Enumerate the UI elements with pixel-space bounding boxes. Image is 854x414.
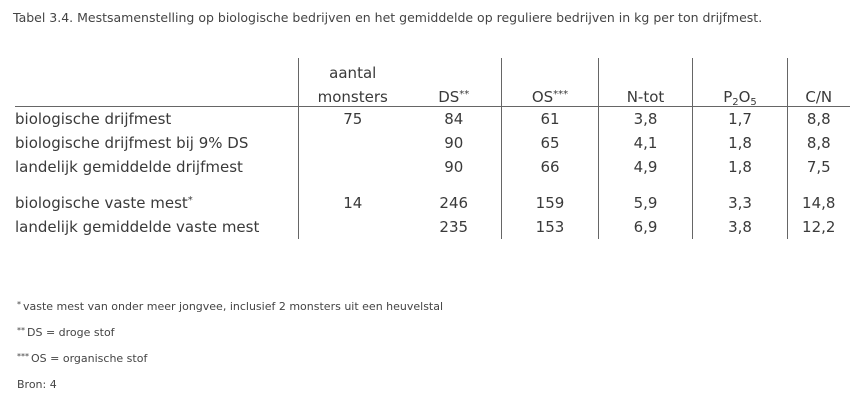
cell-ds: 90 <box>444 158 464 176</box>
cell-monsters: 14 <box>298 191 407 215</box>
header-empty-cell <box>15 58 299 82</box>
header-os-label: OS <box>531 88 554 106</box>
header-spacer <box>598 58 693 82</box>
cell-monsters: 75 <box>298 106 407 131</box>
cell-p2o5: 1,7 <box>692 106 788 131</box>
header-spacer <box>787 58 850 82</box>
row-label: biologische vaste mest* <box>15 191 299 215</box>
cell-p2o5: 1,8 <box>692 131 788 155</box>
header-aantal: aantal <box>298 58 407 82</box>
cell-p2o5: 1,8 <box>692 155 788 179</box>
cell-os: 61 <box>501 106 599 131</box>
header-p2o5-sub2: 2 <box>732 97 739 108</box>
cell-p2o5: 3,8 <box>692 215 788 239</box>
header-p2o5-sub5: 5 <box>750 97 757 108</box>
cell-ntot: 3,8 <box>598 106 693 131</box>
footnote-source: Bron: 4 <box>17 378 57 391</box>
row-label: landelijk gemiddelde vaste mest <box>15 218 260 236</box>
cell-cn: 12,2 <box>787 215 850 239</box>
header-ds: DS** <box>406 82 502 107</box>
cell-ds: 246 <box>439 194 469 212</box>
header-row-top: aantal <box>15 58 850 82</box>
cell-monsters <box>298 215 407 239</box>
header-row: monsters DS** OS*** N-tot P2O5 C/N <box>15 82 850 108</box>
cell-cn: 8,8 <box>787 106 850 131</box>
cell-p2o5: 3,3 <box>692 191 788 215</box>
header-ds-label: DS <box>438 88 460 106</box>
footnote-mark: *** <box>17 352 29 361</box>
header-ntot: N-tot <box>598 82 693 107</box>
cell-ntot: 4,9 <box>598 155 693 179</box>
row-gap <box>15 179 850 191</box>
cell-cn: 8,8 <box>787 131 850 155</box>
header-os: OS*** <box>501 82 599 107</box>
footnote-item: * vaste mest van onder meer jongvee, incl… <box>17 294 443 320</box>
row-label: biologische drijfmest bij 9% DS <box>15 134 249 152</box>
cell-cn: 7,5 <box>787 155 850 179</box>
table-caption: Tabel 3.4. Mestsamenstelling op biologis… <box>13 10 763 25</box>
cell-os: 65 <box>501 131 599 155</box>
manure-composition-table: aantal monsters DS** OS*** N-tot P2O5 C/… <box>15 58 850 239</box>
cell-cn: 14,8 <box>787 191 850 215</box>
cell-os: 66 <box>501 155 599 179</box>
footnote-item: *** OS = organische stof <box>17 346 443 372</box>
row-label: landelijk gemiddelde drijfmest <box>15 158 243 176</box>
header-p2o5-o: O <box>738 88 751 106</box>
cell-ntot: 5,9 <box>598 191 693 215</box>
cell-monsters <box>298 155 407 179</box>
footnotes: * vaste mest van onder meer jongvee, incl… <box>17 294 443 397</box>
header-monsters: monsters <box>298 82 407 107</box>
cell-ds: 84 <box>444 110 464 128</box>
cell-monsters <box>298 131 407 155</box>
header-os-mark: *** <box>553 89 569 100</box>
header-cn: C/N <box>787 82 850 107</box>
header-spacer <box>501 58 599 82</box>
row-label-mark: * <box>187 195 193 206</box>
cell-ntot: 4,1 <box>598 131 693 155</box>
footnote-text: DS = droge stof <box>27 326 115 339</box>
cell-ds: 90 <box>444 134 464 152</box>
row-label-text: biologische vaste mest <box>15 194 188 212</box>
footnote-mark: * <box>17 300 21 309</box>
table-row: biologische drijfmest bij 9% DS 90 65 4,… <box>15 131 850 155</box>
cell-os: 159 <box>501 191 599 215</box>
header-p2o5: P2O5 <box>692 82 788 108</box>
cell-os: 153 <box>501 215 599 239</box>
cell-ds: 235 <box>439 218 469 236</box>
table-row: landelijk gemiddelde vaste mest 235 153 … <box>15 215 850 239</box>
table-row: biologische vaste mest* 14 246 159 5,9 3… <box>15 191 850 215</box>
footnote-mark: ** <box>17 326 25 335</box>
header-spacer <box>692 58 788 82</box>
header-empty-cell <box>15 82 299 107</box>
footnote-item: ** DS = droge stof <box>17 320 443 346</box>
table-row: landelijk gemiddelde drijfmest 90 66 4,9… <box>15 155 850 179</box>
footnote-text: OS = organische stof <box>31 352 148 365</box>
header-ds-mark: ** <box>459 89 470 100</box>
header-p2o5-p: P <box>723 88 733 106</box>
row-label: biologische drijfmest <box>15 110 172 128</box>
table-row: biologische drijfmest 75 84 61 3,8 1,7 8… <box>15 106 850 131</box>
footnote-text: vaste mest van onder meer jongvee, inclu… <box>23 300 444 313</box>
cell-ntot: 6,9 <box>598 215 693 239</box>
header-spacer <box>407 58 502 82</box>
